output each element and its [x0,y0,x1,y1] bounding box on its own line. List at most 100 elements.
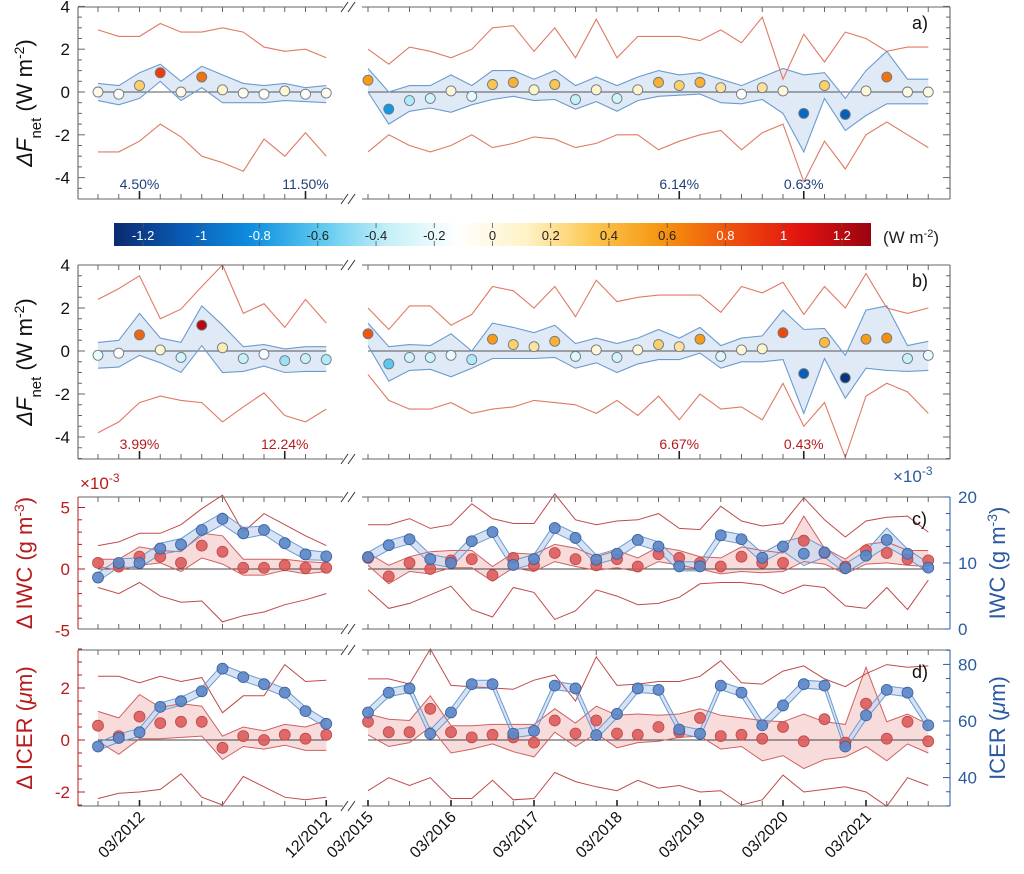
data-point [383,103,395,115]
axis-break-mark [340,453,349,465]
delta-point [216,545,229,558]
abs-point [154,542,167,555]
abs-point [901,686,914,699]
colorbar-tick-label: -1.2 [132,228,154,243]
abs-point [112,557,125,569]
outer-upper-line [367,272,929,331]
y-axis-label-text: ΔFnet (W m-2) [11,298,45,427]
y-axis-label: ΔFnet (W m-2) [11,39,45,168]
x-tick-label-group: 03/2019 [656,809,709,862]
data-point [383,358,395,370]
delta-point [735,728,748,741]
y-tick-label-left: 5 [61,499,70,518]
delta-point [631,728,644,741]
delta-point [175,556,187,569]
y-tick-label-left: 0 [61,560,70,579]
abs-point [528,553,540,565]
abs-point [195,685,208,698]
abs-point [154,700,167,713]
data-point [175,86,187,98]
abs-point [320,550,333,563]
axis-break-mark [347,259,356,271]
data-point [902,353,913,364]
data-point [113,347,125,359]
y-tick-label: -4 [55,428,70,447]
abs-point [299,705,312,717]
y-axis-label-left-text: Δ ICER (μm) [12,666,37,789]
delta-point [901,715,914,728]
x-tick-label: 03/2020 [739,809,792,862]
abs-point [445,557,457,569]
y-axis-label-right: IWC (g m-3) [984,507,1010,620]
colorbar-tick-label: 0.8 [716,228,734,243]
y-axis-label-right-text: IWC (g m-3) [984,507,1010,620]
abs-point [507,559,520,571]
y-axis-label-left: Δ ICER (μm) [12,666,37,789]
data-point [507,339,519,350]
data-point [362,328,374,340]
abs-point [445,706,457,719]
delta-point [777,556,789,569]
band-lower-line [97,80,327,106]
data-point [300,88,311,100]
data-point [237,353,249,364]
data-point [196,319,208,331]
y-tick-label-right: 40 [958,769,977,788]
percentage-annotation: 6.67% [659,436,699,452]
x-tick-label-group: 03/2020 [739,809,792,862]
data-point [154,344,166,356]
colorbar [114,223,871,246]
axis-break-mark [340,1,349,13]
axis-break-mark [340,800,349,812]
data-point [217,84,228,96]
x-tick-label: 03/2019 [656,809,709,862]
data-point [694,76,706,88]
data-point [424,92,436,104]
axis-break-mark [347,193,356,205]
abs-point [901,547,914,560]
band-upper-line [367,305,929,357]
colorbar-tick-label: 0.4 [600,228,618,243]
abs-point [92,571,104,584]
y-axis-label-left: Δ IWC (g m-3) [11,497,37,629]
data-point [196,71,208,83]
abs-point [839,562,852,575]
abs-point [528,725,540,737]
band-lower-line [97,344,327,374]
abs-point [258,524,270,536]
y-tick-label: 2 [61,40,70,59]
data-point [798,368,810,380]
delta-point [299,561,312,574]
axis-break-mark [340,644,349,656]
delta-point [320,561,333,574]
abs-point [403,533,416,546]
data-point [798,107,810,119]
delta-band [98,694,327,760]
abs-point [714,529,727,542]
colorbar-unit-label: (W m-2) [883,228,939,247]
abs-point [92,740,104,753]
abs-band-upper [367,679,929,744]
delta-point [631,560,644,573]
data-point [715,350,727,362]
data-point [653,339,664,350]
abs-point [797,678,810,691]
data-point [92,349,104,361]
data-point [92,86,104,98]
delta-point [611,727,623,740]
data-point [466,90,478,102]
delta-point [486,569,499,582]
data-point [736,88,747,100]
abs-point [611,547,623,560]
data-point [570,350,581,362]
abs-point [278,537,291,550]
data-point [362,74,374,86]
data-point [839,109,851,120]
delta-outer-lower [367,771,929,807]
abs-point [756,551,769,564]
percentage-annotation: 11.50% [282,176,328,192]
percentage-annotation: 12.24% [261,436,308,452]
left-axis-multiplier: ×10-3 [80,471,120,493]
percentage-annotation: 6.14% [659,176,699,192]
